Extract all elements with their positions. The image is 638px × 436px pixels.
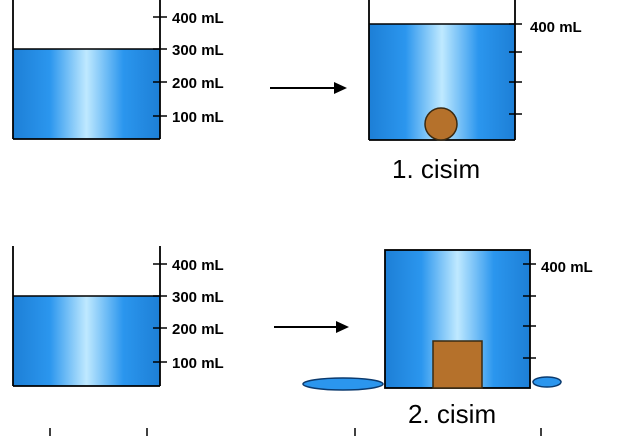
scale-label-200: 200 mL <box>172 75 224 92</box>
scale-label-400-row2: 400 mL <box>172 257 224 274</box>
water-1-before <box>13 49 160 139</box>
scale-label-400: 400 mL <box>172 10 224 27</box>
beaker-2-after-label-400: 400 mL <box>541 259 593 276</box>
beaker-2-after: 400 mL 2. cisim <box>302 249 593 429</box>
scale-label-100-row2: 100 mL <box>172 355 224 372</box>
caption-1: 1. cisim <box>392 154 480 184</box>
beaker-1-after: 400 mL 1. cisim <box>368 0 582 184</box>
caption-2: 2. cisim <box>408 399 496 429</box>
object-1-ball <box>424 107 458 141</box>
arrow-1 <box>270 82 347 94</box>
arrow-2 <box>274 321 349 333</box>
object-2-block <box>432 340 483 389</box>
water-2-before <box>13 296 160 386</box>
bottom-tick-marks <box>49 428 542 436</box>
beaker-1-before: 400 mL 300 mL 200 mL 100 mL <box>12 0 224 140</box>
beaker-1-after-label-400: 400 mL <box>530 19 582 36</box>
beaker-2-before: 400 mL 300 mL 200 mL 100 mL <box>12 246 224 387</box>
scale-label-200-row2: 200 mL <box>172 321 224 338</box>
spill-left <box>302 377 384 391</box>
scale-label-300-row2: 300 mL <box>172 289 224 306</box>
scale-label-300: 300 mL <box>172 42 224 59</box>
spill-right <box>532 376 562 388</box>
scale-label-100: 100 mL <box>172 109 224 126</box>
